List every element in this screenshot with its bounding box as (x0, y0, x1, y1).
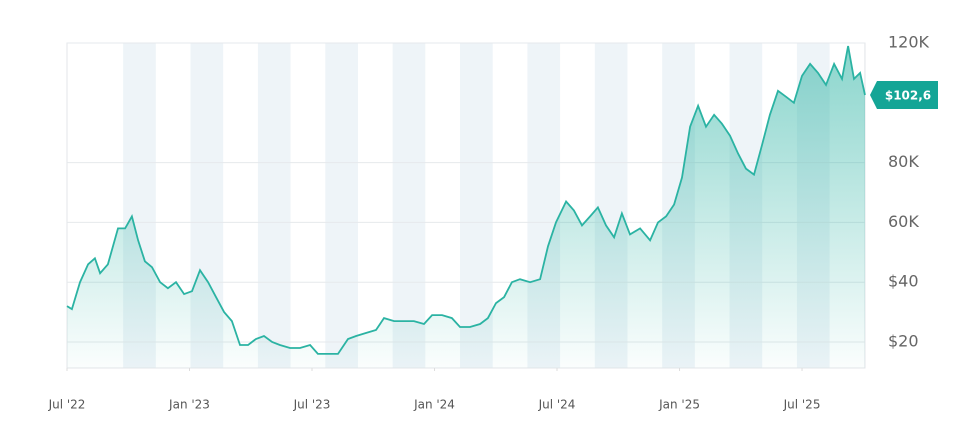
x-tick-label: Jan '23 (168, 398, 210, 412)
y-tick-label: 120K (888, 33, 930, 52)
month-band (325, 43, 358, 368)
y-tick-label: 80K (888, 152, 919, 171)
x-tick-label: Jul '23 (293, 398, 331, 412)
x-tick-label: Jan '25 (658, 398, 700, 412)
price-tag (870, 81, 938, 110)
price-tag-label: $102,6 (885, 89, 931, 103)
month-band (460, 43, 493, 368)
month-band (392, 43, 426, 368)
month-band (257, 43, 291, 368)
price-line (66, 45, 866, 355)
x-tick-label: Jul '24 (538, 398, 576, 412)
y-tick-label: 60K (888, 212, 919, 231)
x-tick-label: Jan '24 (413, 398, 455, 412)
area-fill (67, 46, 865, 368)
y-tick-label: $20 (888, 331, 919, 350)
y-tick-label: $40 (888, 272, 919, 291)
x-tick-label: Jul '25 (783, 398, 821, 412)
x-tick-label: Jul '22 (48, 398, 86, 412)
